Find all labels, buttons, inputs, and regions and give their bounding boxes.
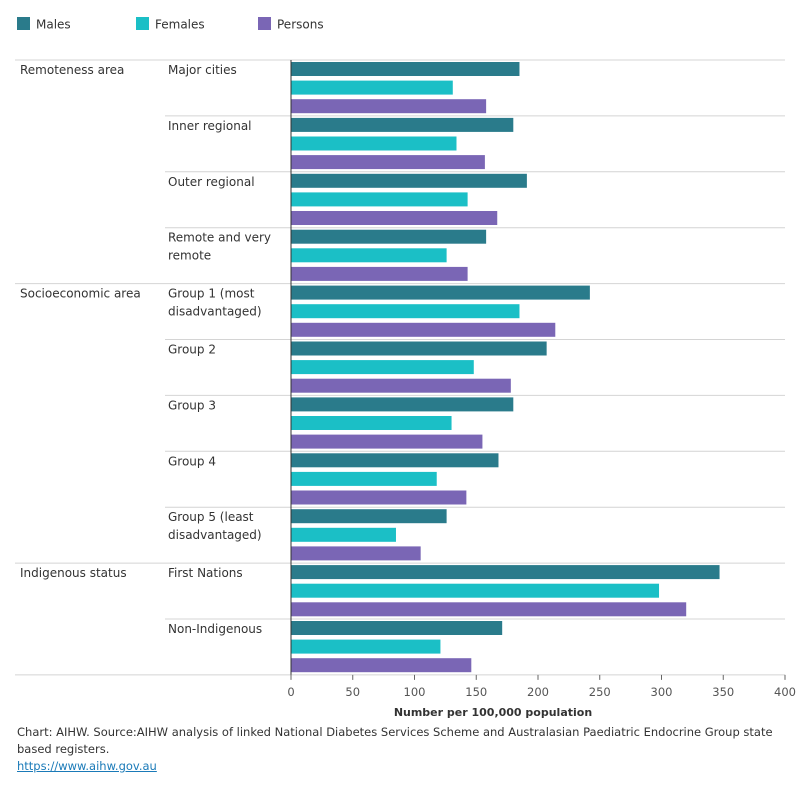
category-label: Inner regional	[168, 119, 252, 133]
bar-females	[291, 639, 441, 654]
category-label: Outer regional	[168, 175, 255, 189]
bar-females	[291, 360, 474, 375]
category-label: Remote and very	[168, 231, 271, 245]
bar-females	[291, 471, 437, 486]
bar-persons	[291, 378, 511, 393]
bar-persons	[291, 658, 472, 673]
x-tick-label: 50	[345, 685, 360, 699]
bar-persons	[291, 155, 485, 170]
source-link[interactable]: https://www.aihw.gov.au	[17, 759, 157, 773]
legend-label-persons: Persons	[277, 18, 324, 32]
bar-males	[291, 117, 514, 132]
category-label: Group 5 (least	[168, 510, 254, 524]
bar-males	[291, 62, 520, 76]
x-tick-label: 0	[287, 685, 294, 699]
legend-label-females: Females	[155, 18, 205, 32]
x-axis-title: Number per 100,000 population	[394, 706, 592, 719]
bar-persons	[291, 99, 487, 114]
group-label: Remoteness area	[20, 63, 124, 77]
bar-persons	[291, 434, 483, 449]
x-tick-label: 100	[404, 685, 426, 699]
legend-label-males: Males	[36, 18, 71, 32]
bar-females	[291, 416, 452, 430]
legend-swatch-females	[136, 17, 149, 30]
bar-males	[291, 397, 514, 412]
category-label: remote	[168, 249, 211, 263]
bar-persons	[291, 211, 498, 225]
category-label: Major cities	[168, 63, 237, 77]
category-label: Group 1 (most	[168, 287, 255, 301]
legend-swatch-persons	[258, 17, 271, 30]
bar-females	[291, 583, 660, 598]
category-label: First Nations	[168, 566, 243, 580]
bar-males	[291, 509, 447, 524]
category-label: Non-Indigenous	[168, 622, 262, 636]
category-label: disadvantaged)	[168, 528, 262, 542]
group-label: Indigenous status	[20, 566, 127, 580]
category-label: Group 3	[168, 398, 216, 412]
bar-males	[291, 565, 720, 580]
bar-males	[291, 621, 503, 635]
bar-persons	[291, 266, 468, 281]
bar-females	[291, 192, 468, 207]
bar-persons	[291, 322, 556, 337]
category-label: disadvantaged)	[168, 305, 262, 319]
chart-caption: Chart: AIHW. Source:AIHW analysis of lin…	[17, 724, 777, 775]
x-tick-label: 350	[712, 685, 734, 699]
bar-females	[291, 248, 447, 263]
x-tick-label: 200	[527, 685, 549, 699]
bar-males	[291, 285, 590, 300]
bar-females	[291, 304, 520, 319]
chart: Males Females Persons Remoteness area Major …	[15, 17, 796, 719]
bar-persons	[291, 546, 421, 561]
x-tick-label: 150	[465, 685, 487, 699]
x-tick-label: 400	[774, 685, 796, 699]
bar-persons	[291, 490, 467, 505]
category-label: Group 4	[168, 454, 216, 468]
category-label: Group 2	[168, 343, 216, 357]
group-label: Socioeconomic area	[20, 287, 141, 301]
bar-females	[291, 80, 453, 95]
bar-females	[291, 136, 457, 151]
source-note: Chart: AIHW. Source:AIHW analysis of lin…	[17, 725, 773, 756]
bar-persons	[291, 602, 687, 617]
x-tick-label: 250	[589, 685, 611, 699]
legend-swatch-males	[17, 17, 30, 30]
bar-males	[291, 341, 547, 356]
bar-males	[291, 453, 499, 468]
bar-males	[291, 229, 487, 244]
bar-females	[291, 527, 396, 542]
bar-males	[291, 173, 527, 188]
x-tick-label: 300	[651, 685, 673, 699]
